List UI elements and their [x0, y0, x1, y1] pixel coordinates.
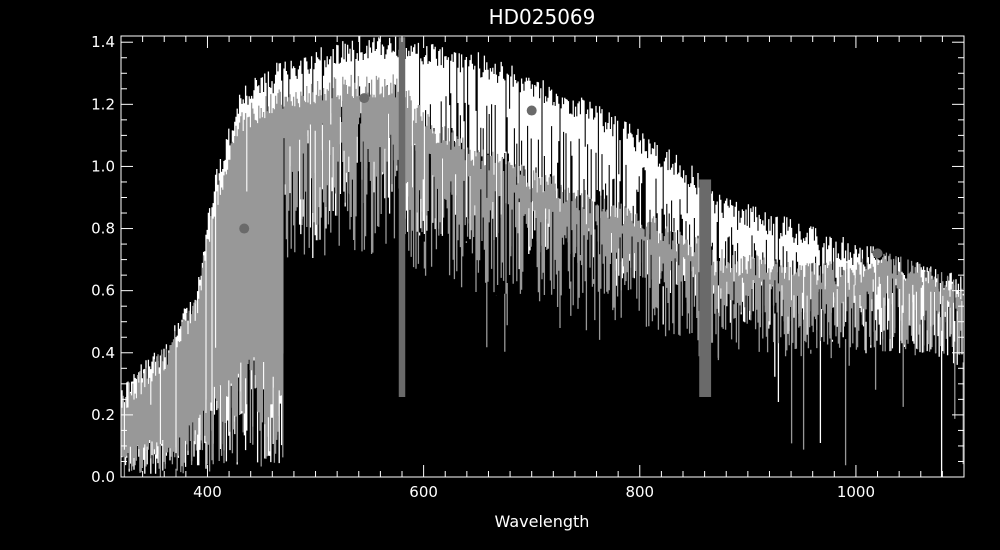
marks-layer: [239, 37, 883, 398]
y-tick-label: 0.4: [91, 344, 115, 362]
chart-title: HD025069: [489, 5, 596, 29]
y-tick-label: 1.0: [91, 157, 115, 175]
data-point-1: [239, 223, 250, 234]
x-tick-label: 1000: [837, 483, 875, 501]
x-axis-label: Wavelength: [495, 512, 590, 531]
y-tick-label: 0.8: [91, 220, 115, 238]
dark-band-2: [699, 179, 712, 397]
x-tick-label: 800: [625, 483, 654, 501]
ticks-layer: 400 600 800 1000 0.0 0.2 0.4 0.6 0.8 1.0 1.2 1.4: [91, 33, 965, 501]
y-tick-label: 0.2: [91, 406, 115, 424]
y-tick-label: 0.6: [91, 282, 115, 300]
y-tick-label: 0.0: [91, 468, 115, 486]
y-tick-label: 1.2: [91, 95, 115, 113]
y-tick-label: 1.4: [91, 33, 115, 51]
x-tick-label: 400: [193, 483, 222, 501]
dark-band-1: [398, 37, 406, 398]
x-tick-label: 600: [409, 483, 438, 501]
data-point-2: [359, 93, 370, 104]
data-point-4: [872, 248, 883, 259]
data-point-3: [526, 105, 537, 116]
plot-frame: [120, 35, 965, 478]
